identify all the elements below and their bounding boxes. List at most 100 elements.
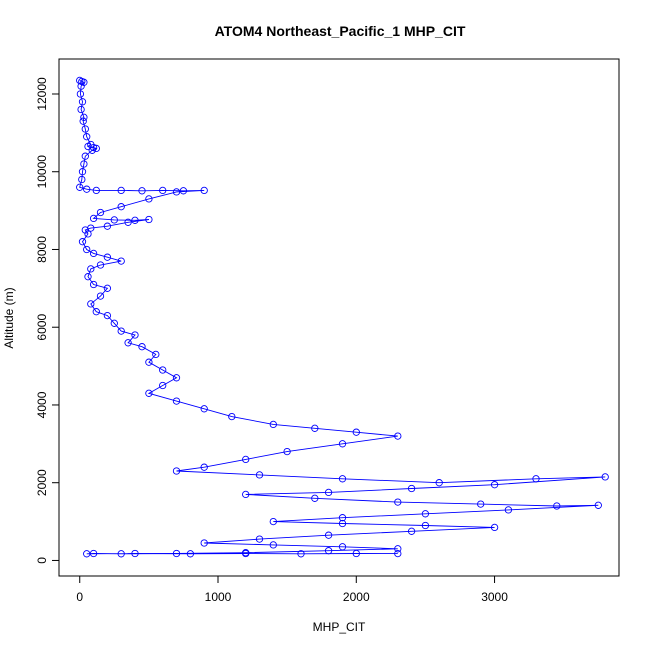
- y-tick-label: 6000: [35, 314, 49, 341]
- data-point: [89, 549, 98, 558]
- x-tick-label: 0: [76, 590, 83, 604]
- data-point: [338, 514, 347, 522]
- data-point: [78, 98, 87, 106]
- data-point: [179, 187, 188, 195]
- data-point: [159, 381, 167, 390]
- data-point: [269, 420, 277, 429]
- data-point: [76, 90, 85, 98]
- data-point: [78, 175, 86, 184]
- data-point: [311, 494, 319, 502]
- x-tick-label: 3000: [481, 590, 508, 604]
- data-point: [421, 521, 430, 530]
- data-point: [338, 440, 347, 448]
- data-point: [79, 117, 87, 125]
- chart-title: ATOM4 Northeast_Pacific_1 MHP_CIT: [215, 23, 466, 39]
- series-layer: [76, 76, 609, 558]
- data-point: [228, 412, 236, 421]
- data-point: [283, 447, 291, 456]
- data-point: [601, 473, 609, 481]
- y-tick-label: 0: [35, 557, 49, 564]
- data-point: [338, 519, 347, 528]
- y-tick-label: 10000: [35, 155, 49, 189]
- data-point: [145, 358, 153, 366]
- data-point: [172, 467, 181, 475]
- data-point: [407, 484, 416, 493]
- data-point: [78, 238, 87, 246]
- data-point: [145, 215, 153, 224]
- data-point: [87, 265, 95, 273]
- data-point: [255, 535, 264, 543]
- data-point: [394, 545, 402, 553]
- data-point: [131, 549, 139, 558]
- data-point: [407, 527, 416, 535]
- data-point: [145, 195, 153, 203]
- series-line: [79, 80, 606, 555]
- data-point: [159, 366, 167, 374]
- data-point: [124, 339, 132, 347]
- data-point: [117, 186, 125, 195]
- x-axis-label: MHP_CIT: [313, 620, 366, 634]
- data-point: [103, 311, 112, 320]
- data-point: [338, 475, 347, 483]
- y-tick-label: 12000: [35, 77, 49, 111]
- data-point: [83, 550, 91, 558]
- x-tick-label: 2000: [343, 590, 370, 604]
- data-point: [477, 500, 485, 508]
- data-point: [532, 475, 540, 483]
- data-point: [242, 455, 250, 464]
- data-point: [594, 501, 602, 509]
- data-point: [124, 218, 132, 226]
- data-point: [89, 214, 98, 223]
- data-point: [242, 549, 250, 558]
- data-point: [83, 245, 91, 254]
- y-tick-label: 2000: [35, 469, 49, 496]
- data-point: [103, 284, 112, 292]
- data-point: [200, 463, 208, 471]
- data-point: [88, 146, 96, 154]
- data-point: [117, 257, 125, 265]
- y-axis: 0 2000 4000 6000 8000 10000 12000: [35, 77, 60, 564]
- data-point: [76, 183, 84, 191]
- data-point: [83, 133, 91, 141]
- data-point: [87, 300, 95, 308]
- data-point: [96, 261, 105, 269]
- data-point: [84, 142, 92, 151]
- data-point: [352, 428, 360, 436]
- data-point: [394, 498, 402, 506]
- data-point: [117, 550, 125, 558]
- data-point: [89, 249, 98, 258]
- data-point: [324, 547, 333, 555]
- data-point: [89, 280, 98, 289]
- data-point: [172, 188, 181, 196]
- data-point: [394, 432, 402, 440]
- data-point: [297, 550, 305, 558]
- data-point: [138, 187, 146, 195]
- data-point: [490, 481, 499, 489]
- data-point: [131, 216, 139, 224]
- data-point: [145, 389, 153, 397]
- data-point: [311, 424, 319, 432]
- data-point: [131, 331, 139, 339]
- data-point: [81, 125, 89, 133]
- data-point: [324, 488, 333, 497]
- data-point: [172, 374, 181, 382]
- data-point: [117, 203, 125, 211]
- data-point: [80, 113, 88, 121]
- data-point: [103, 222, 112, 230]
- data-point: [490, 523, 499, 532]
- data-point: [152, 350, 160, 359]
- data-point: [84, 230, 92, 238]
- data-point: [324, 531, 333, 539]
- data-point: [77, 105, 85, 114]
- data-point: [80, 160, 88, 168]
- data-point: [200, 539, 208, 547]
- data-point: [81, 152, 89, 160]
- data-point: [92, 186, 100, 195]
- data-point: [255, 471, 264, 479]
- data-point: [553, 502, 561, 510]
- data-point: [172, 397, 181, 405]
- data-point: [84, 273, 92, 281]
- data-point: [103, 253, 112, 261]
- data-point: [138, 343, 146, 351]
